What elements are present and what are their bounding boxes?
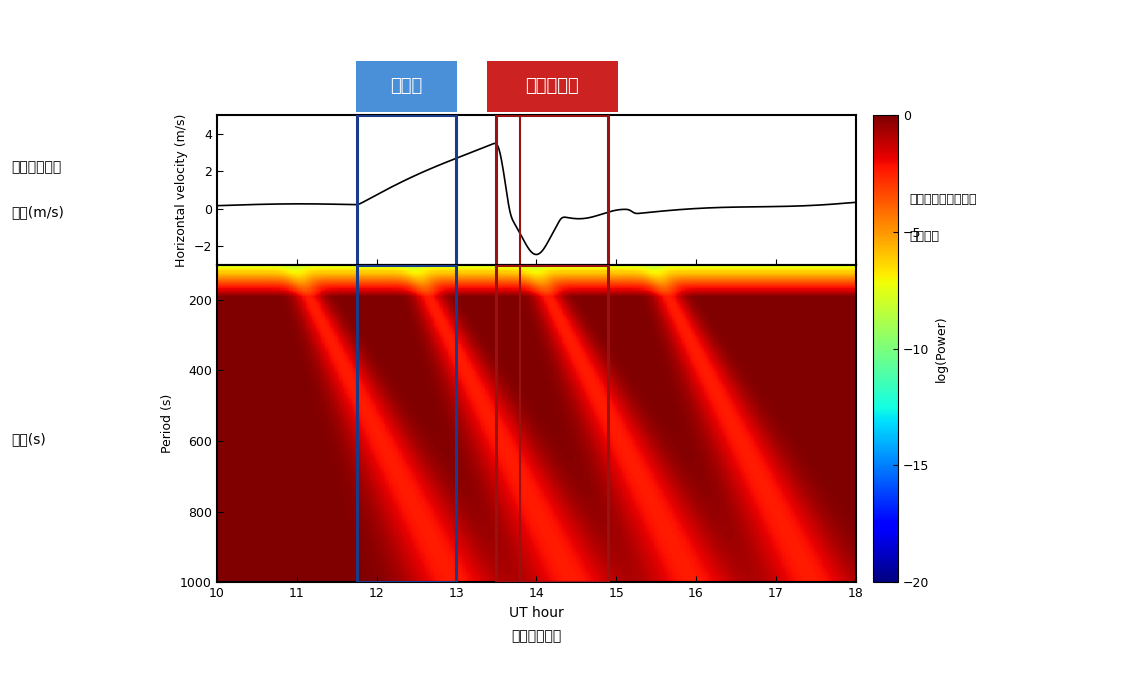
X-axis label: UT hour: UT hour <box>509 606 564 619</box>
Text: パワースペクトルの: パワースペクトルの <box>909 193 977 206</box>
Text: 水平中性風の: 水平中性風の <box>11 160 62 175</box>
Text: 対数表示: 対数表示 <box>909 230 939 243</box>
Y-axis label: Period (s): Period (s) <box>162 394 175 453</box>
Text: ペケリス波: ペケリス波 <box>525 77 580 95</box>
Y-axis label: Horizontal velocity (m/s): Horizontal velocity (m/s) <box>175 113 188 267</box>
Bar <box>356 115 456 265</box>
Bar <box>496 265 608 582</box>
Text: ラム波: ラム波 <box>390 77 422 95</box>
Y-axis label: log(Power): log(Power) <box>934 315 948 382</box>
Text: 周期(s): 周期(s) <box>11 433 46 446</box>
Bar <box>496 115 608 265</box>
Bar <box>356 265 456 582</box>
Text: 速度(m/s): 速度(m/s) <box>11 205 64 219</box>
Text: 世界時の時間: 世界時の時間 <box>511 629 561 643</box>
